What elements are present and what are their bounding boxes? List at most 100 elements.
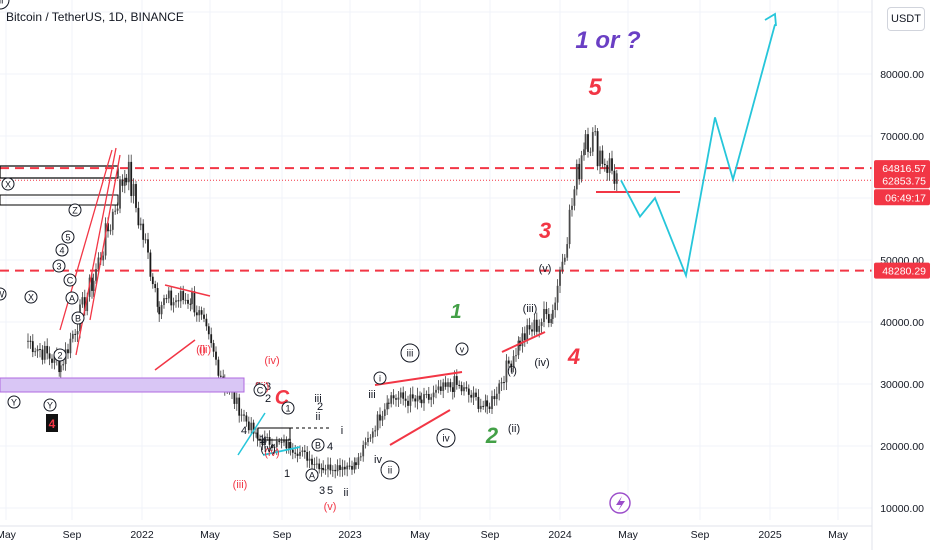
candle-body <box>91 277 93 291</box>
candle-body <box>175 300 177 303</box>
wave-label-large: 4 <box>567 344 580 369</box>
circled-wave-marker <box>55 243 69 257</box>
candle-body <box>217 359 220 376</box>
time-tick-label: May <box>200 529 221 541</box>
wave-label: 3 <box>319 485 325 497</box>
candle-body <box>210 334 213 344</box>
candle-body <box>381 415 384 421</box>
candle-body <box>247 421 250 431</box>
candle-body <box>306 451 309 461</box>
candle-body <box>71 333 74 339</box>
candle-body <box>507 360 510 364</box>
candle-body <box>147 239 149 253</box>
circled-wave-marker <box>311 438 325 452</box>
circled-wave-marker <box>53 348 67 362</box>
candle-body <box>318 463 321 470</box>
candle-body <box>491 396 493 409</box>
candle-body <box>435 389 437 393</box>
candle-body <box>336 465 339 472</box>
time-tick-label: May <box>618 529 639 541</box>
wave-marker-box <box>46 414 58 432</box>
candle-body <box>255 432 257 434</box>
candle-body <box>346 465 349 470</box>
candle-body <box>554 302 557 310</box>
candle-body <box>29 340 32 342</box>
candle-body <box>386 402 389 410</box>
trend-line <box>501 331 546 353</box>
circled-wave-marker <box>52 259 66 273</box>
candle-body <box>263 437 266 446</box>
candle-body <box>505 360 508 383</box>
candle-body <box>500 382 503 384</box>
candle-body <box>130 161 133 196</box>
candle-body <box>266 437 269 439</box>
currency-selector[interactable]: USDT <box>887 7 925 31</box>
lightning-glyph <box>616 496 625 511</box>
candle-body <box>427 393 430 400</box>
circled-wave-label: X <box>28 293 34 303</box>
candle-body <box>425 393 428 395</box>
candle-body <box>571 205 573 210</box>
candle-body <box>399 392 402 398</box>
candle-body <box>67 349 69 354</box>
circled-wave-marker <box>305 468 319 482</box>
candle-body <box>182 291 185 301</box>
trend-line <box>154 339 196 371</box>
candle-body <box>455 376 458 385</box>
candle-body <box>287 441 290 449</box>
candle-body <box>374 430 377 432</box>
circled-wave-label: C <box>67 276 74 286</box>
wave-label: iv <box>374 454 382 466</box>
candle-body <box>215 351 217 360</box>
candle-body <box>170 290 173 306</box>
candle-body <box>556 285 559 303</box>
wave-label: (iii) <box>233 479 248 491</box>
candle-body <box>551 309 554 319</box>
candle-body <box>324 469 327 471</box>
candle-body <box>102 255 105 261</box>
candle-body <box>353 462 356 470</box>
candle-body <box>250 422 253 431</box>
candle-body <box>517 340 520 356</box>
symbol-title: Bitcoin / TetherUS, 1D, BINANCE <box>6 10 184 24</box>
wave-label: 3 <box>265 381 271 393</box>
candle-body <box>291 449 294 453</box>
candle-body <box>523 333 526 341</box>
candle-body <box>151 276 154 285</box>
candle-body <box>167 290 170 299</box>
candle-body <box>252 422 255 434</box>
candle-body <box>299 451 301 456</box>
circled-wave-marker <box>0 0 10 10</box>
candle-body <box>219 375 222 377</box>
circled-wave-label: iii <box>0 0 3 7</box>
candle-body <box>568 209 571 245</box>
candle-body <box>149 252 152 277</box>
circled-wave-label: Y <box>11 398 17 408</box>
candle-body <box>198 310 201 316</box>
candle-body <box>156 288 159 307</box>
candle-body <box>81 297 84 305</box>
circled-wave-marker <box>281 401 295 415</box>
candle-body <box>606 165 609 173</box>
circled-wave-marker <box>1 177 15 191</box>
candle-body <box>402 392 405 399</box>
candle-body <box>395 398 397 400</box>
candle-body <box>301 450 304 452</box>
candle-body <box>594 131 597 133</box>
candle-body <box>135 184 137 208</box>
trend-line <box>164 284 211 297</box>
wave-label: (iii) <box>523 303 538 315</box>
price-tag-label: 64816.57 <box>882 163 926 175</box>
circled-wave-marker <box>61 230 75 244</box>
candle-body <box>430 397 433 400</box>
circled-wave-label: B <box>75 314 81 324</box>
candle-body <box>303 450 306 452</box>
candle-body <box>329 464 332 471</box>
candle-body <box>397 397 400 400</box>
candle-body <box>411 394 414 399</box>
price-tick-label: 40000.00 <box>880 317 924 329</box>
candle-body <box>364 442 367 445</box>
candle-body <box>308 458 311 461</box>
candle-body <box>172 302 175 306</box>
